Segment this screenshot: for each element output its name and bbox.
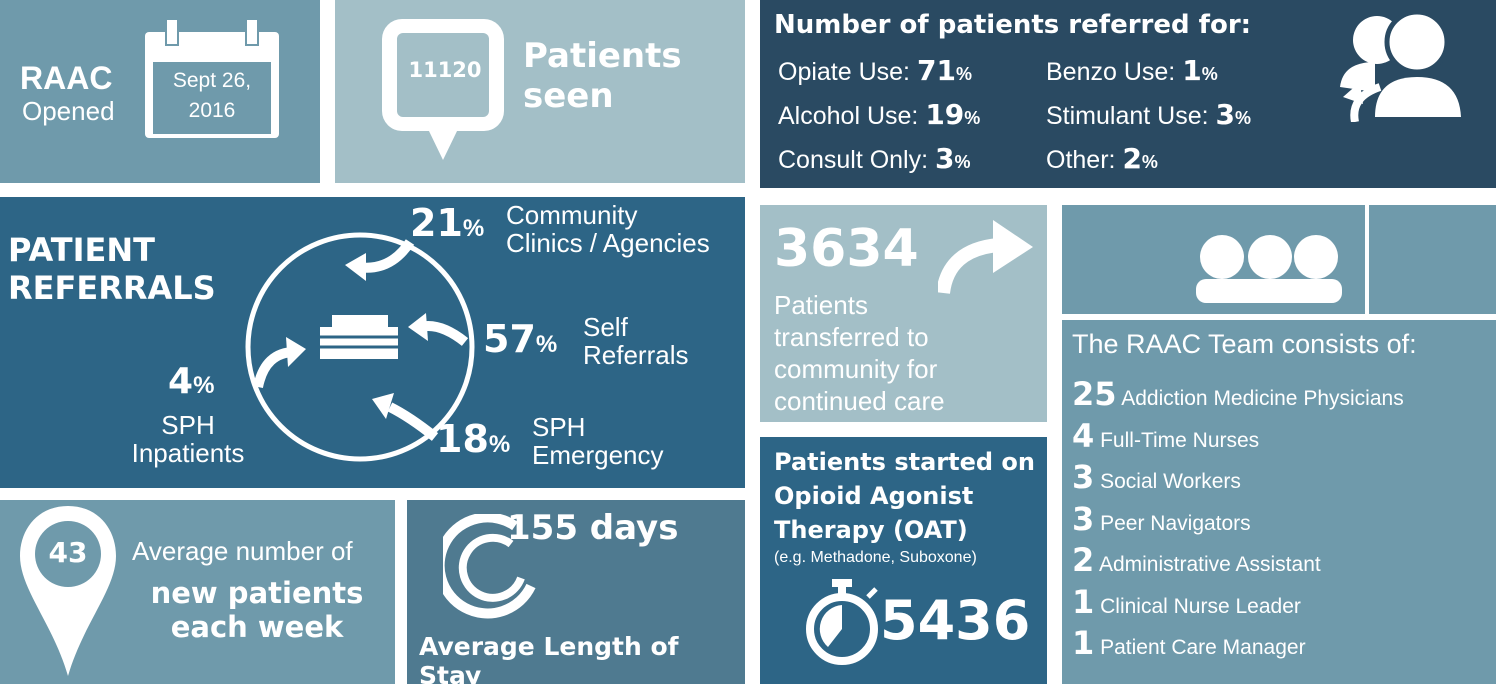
team-title: The RAAC Team consists of: bbox=[1072, 329, 1417, 359]
patients-seen-label-1: Patients bbox=[523, 36, 682, 76]
referred-item: Consult Only: 3% bbox=[778, 142, 971, 175]
referred-for-title: Number of patients referred for: bbox=[774, 10, 1252, 40]
weekly-line2: new patients bbox=[150, 576, 364, 610]
building-icon bbox=[320, 315, 398, 359]
speech-bubble-icon bbox=[382, 19, 504, 160]
referrals-title-1: PATIENT bbox=[8, 231, 155, 269]
weekly-line1: Average number of bbox=[132, 536, 353, 566]
oat-line1: Patients started on bbox=[774, 448, 1035, 476]
team-meeting-icon bbox=[1062, 205, 1496, 320]
referred-item: Stimulant Use: 3% bbox=[1046, 98, 1252, 131]
team-member: 25 Addiction Medicine Physicians bbox=[1072, 375, 1404, 413]
self-label-2: Referrals bbox=[583, 340, 689, 370]
patients-seen-tile: 11120 Patients seen bbox=[335, 0, 745, 183]
team-tile: The RAAC Team consists of: 25 Addiction … bbox=[1062, 205, 1496, 684]
users-refer-icon bbox=[1340, 9, 1461, 122]
map-pin-icon bbox=[20, 506, 116, 676]
length-of-stay-tile: 155 days Average Length of Stay bbox=[407, 500, 745, 690]
emergency-label-1: SPH bbox=[532, 412, 586, 442]
opened-subtitle: Opened bbox=[22, 96, 115, 126]
inpatient-label-2: Inpatients bbox=[131, 438, 245, 468]
emergency-referral: 18% bbox=[436, 417, 511, 461]
oat-tile: Patients started on Opioid Agonist Thera… bbox=[760, 437, 1047, 684]
emergency-label-2: Emergency bbox=[532, 440, 664, 470]
community-label-2: Clinics / Agencies bbox=[506, 228, 710, 258]
opened-tile: RAAC Opened Sept 26, 2016 bbox=[0, 0, 320, 183]
referrals-title-2: REFERRALS bbox=[8, 269, 216, 307]
weekly-line3: each week bbox=[170, 610, 344, 644]
referred-item: Other: 2% bbox=[1046, 142, 1158, 175]
referred-item: Alcohol Use: 19% bbox=[778, 98, 981, 131]
opened-title: RAAC bbox=[20, 60, 113, 96]
inpatient-referral: 4% bbox=[168, 361, 215, 402]
oat-line3: Therapy (OAT) bbox=[774, 516, 968, 544]
oat-value: 5436 bbox=[880, 589, 1031, 652]
referred-item: Benzo Use: 1% bbox=[1046, 54, 1218, 87]
patients-seen-value: 11120 bbox=[408, 58, 482, 82]
oat-note: (e.g. Methadone, Suboxone) bbox=[774, 549, 977, 566]
team-member: 2 Administrative Assistant bbox=[1072, 541, 1321, 579]
community-referral: 21% bbox=[410, 201, 485, 245]
referred-for-tile: Number of patients referred for: Opiate … bbox=[760, 0, 1496, 188]
team-member: 4 Full-Time Nurses bbox=[1072, 416, 1260, 455]
calendar-icon: Sept 26, 2016 bbox=[145, 18, 279, 138]
inpatient-label-1: SPH bbox=[161, 410, 215, 440]
team-member: 1 Clinical Nurse Leader bbox=[1072, 582, 1301, 621]
transferred-value: 3634 bbox=[774, 219, 919, 279]
opened-date-line2: 2016 bbox=[188, 99, 236, 122]
self-referral: 57% bbox=[483, 317, 558, 361]
team-member: 1 Patient Care Manager bbox=[1072, 624, 1306, 662]
patients-seen-label-2: seen bbox=[523, 76, 614, 116]
oat-line2: Opioid Agonist bbox=[774, 482, 974, 510]
transferred-line: continued care bbox=[774, 386, 945, 416]
transferred-line: community for bbox=[774, 354, 938, 384]
transferred-line: transferred to bbox=[774, 322, 929, 352]
team-member: 3 Social Workers bbox=[1072, 458, 1241, 496]
stay-label: Average Length of Stay bbox=[419, 632, 679, 690]
referred-item: Opiate Use: 71% bbox=[778, 54, 972, 87]
progress-arc-icon bbox=[443, 514, 536, 619]
stay-value: 155 days bbox=[507, 508, 679, 548]
stopwatch-icon bbox=[806, 579, 878, 665]
self-label-1: Self bbox=[583, 312, 628, 342]
referral-circle-diagram bbox=[245, 232, 475, 462]
patient-referrals-tile: PATIENT REFERRALS 21% Community Clinics /… bbox=[0, 197, 745, 488]
community-label-1: Community bbox=[506, 200, 638, 230]
opened-date-line1: Sept 26, bbox=[172, 69, 252, 92]
forward-arrow-icon bbox=[938, 220, 1033, 295]
transferred-tile: 3634 Patients transferred to community f… bbox=[760, 205, 1047, 422]
team-member: 3 Peer Navigators bbox=[1072, 499, 1251, 538]
weekly-tile: 43 Average number of new patients each w… bbox=[0, 500, 395, 684]
transferred-line: Patients bbox=[774, 290, 868, 320]
weekly-value: 43 bbox=[48, 536, 88, 569]
